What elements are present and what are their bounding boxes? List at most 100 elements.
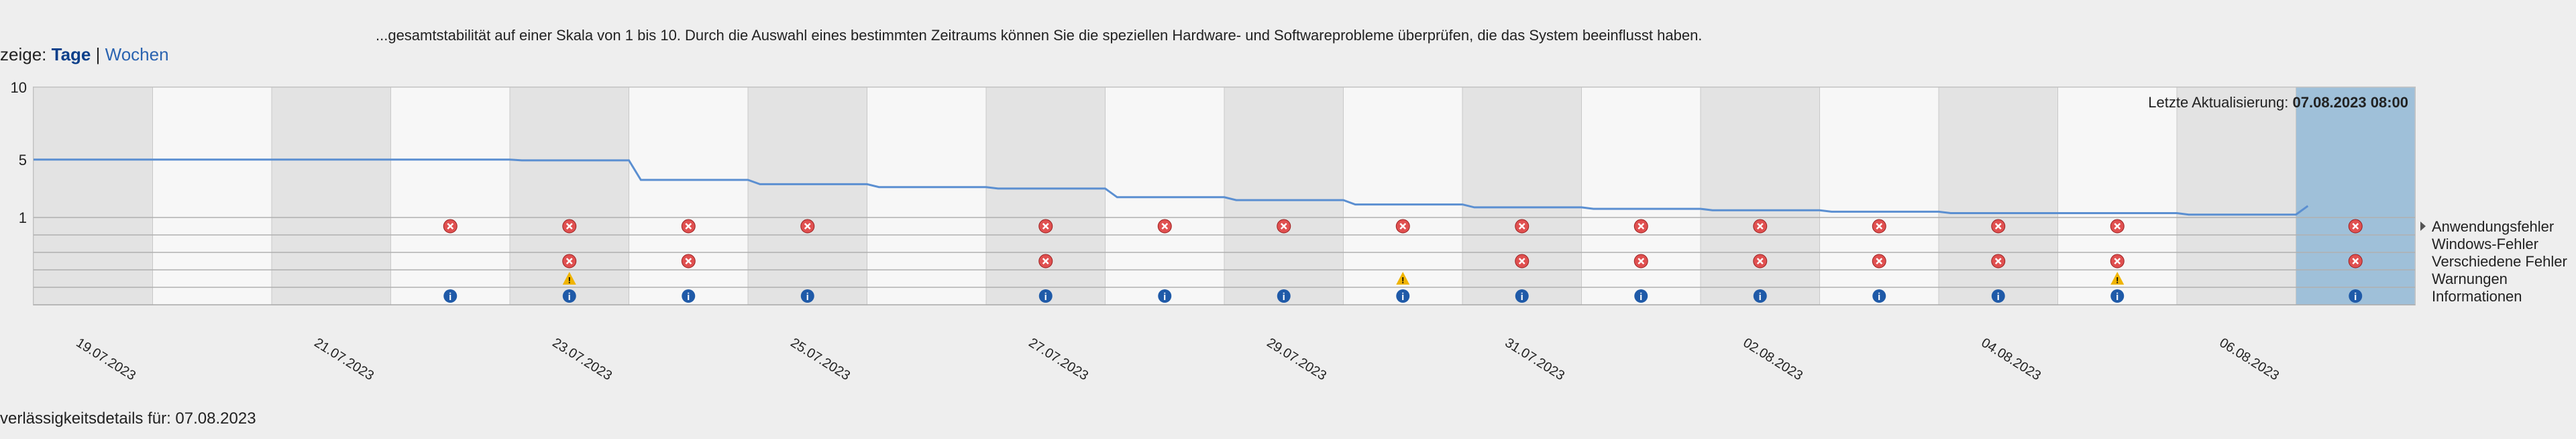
info-circle [1396,289,1410,303]
warning-icon[interactable]: ! [562,272,576,285]
selected-day-column[interactable] [2296,87,2416,305]
error-icon[interactable] [1872,219,1886,234]
day-column[interactable] [1462,87,1582,305]
info-icon[interactable]: i [1872,289,1886,303]
day-column[interactable] [1819,87,1939,305]
info-circle [1158,289,1172,303]
info-icon[interactable]: i [562,289,576,303]
day-column[interactable] [509,87,629,305]
error-icon[interactable] [1038,219,1053,234]
reliability-chart[interactable]: 10 5 1 Letzte Aktualisierung: 07.08.2023 08… [0,72,2576,408]
info-circle [2110,289,2125,303]
info-circle [1991,289,2005,303]
info-mark: i [1401,291,1404,303]
day-column[interactable] [1343,87,1463,305]
error-icon[interactable] [443,219,458,234]
error-cross [1042,223,1049,230]
error-icon[interactable] [1395,219,1410,234]
error-icon[interactable] [1991,254,2006,269]
info-icon[interactable]: i [1515,289,1529,303]
info-icon[interactable]: i [800,289,814,303]
day-column[interactable] [390,87,511,305]
error-icon[interactable] [562,254,577,269]
info-icon[interactable]: i [682,289,696,303]
day-column[interactable] [33,87,153,305]
info-icon[interactable]: i [1038,289,1053,303]
day-column[interactable] [152,87,272,305]
info-icon[interactable]: i [1158,289,1172,303]
info-circle [1038,289,1053,303]
error-icon[interactable] [681,254,696,269]
day-column[interactable] [747,87,867,305]
day-column[interactable] [985,87,1106,305]
error-cross [447,223,454,230]
warning-mark: ! [2116,275,2118,285]
error-icon[interactable] [1991,219,2006,234]
view-days-link[interactable]: Tage [51,44,91,64]
error-icon[interactable] [1515,254,1529,269]
date-tick-label: 21.07.2023 [311,336,376,384]
error-icon[interactable] [1038,254,1053,269]
date-tick-label: 25.07.2023 [788,336,853,384]
error-cross [685,258,692,264]
info-icon[interactable]: i [443,289,458,303]
info-mark: i [1283,291,1285,303]
day-column[interactable] [1581,87,1701,305]
day-column[interactable] [271,87,391,305]
info-mark: i [1878,291,1880,303]
error-cross [1638,258,1645,264]
info-mark: i [568,291,571,303]
error-icon[interactable] [800,219,815,234]
warning-icon[interactable]: ! [2110,272,2125,285]
info-icon[interactable]: i [1277,289,1291,303]
error-icon[interactable] [1872,254,1886,269]
warning-icon[interactable]: ! [1396,272,1410,285]
info-icon[interactable]: i [2349,289,2363,303]
error-icon[interactable] [2348,219,2363,234]
info-mark: i [1640,291,1642,303]
error-cross [1876,258,1883,264]
info-circle [1634,289,1648,303]
info-icon[interactable]: i [1753,289,1767,303]
view-weeks-link[interactable]: Wochen [105,44,169,64]
last-update-text: Letzte Aktualisierung: 07.08.2023 08:00 [2148,94,2408,111]
error-cross [1756,258,1764,264]
date-tick-label: 29.07.2023 [1264,336,1329,384]
day-column[interactable] [1700,87,1820,305]
error-icon[interactable] [2348,254,2363,269]
error-icon[interactable] [1753,254,1768,269]
day-column[interactable] [867,87,987,305]
error-icon[interactable] [1633,219,1648,234]
error-cross [1399,223,1407,230]
info-mark: i [1759,291,1762,303]
info-mark: i [1163,291,1166,303]
error-icon[interactable] [1633,254,1648,269]
error-cross [685,223,692,230]
error-icon[interactable] [1157,219,1172,234]
error-icon[interactable] [1515,219,1529,234]
stability-index-line [34,158,2309,216]
error-cross [2352,258,2359,264]
error-icon[interactable] [1753,219,1768,234]
day-column[interactable] [1938,87,2058,305]
info-mark: i [1044,291,1047,303]
error-icon[interactable] [2110,219,2125,234]
day-column[interactable] [1224,87,1344,305]
day-column[interactable] [2176,87,2296,305]
error-cross [566,258,573,264]
error-icon[interactable] [562,219,577,234]
error-cross [1994,223,2002,230]
info-icon[interactable]: i [1396,289,1410,303]
info-icon[interactable]: i [1634,289,1648,303]
error-icon[interactable] [1277,219,1291,234]
y-tick-label: 1 [19,209,27,226]
day-column[interactable] [2057,87,2178,305]
expand-arrow-icon[interactable] [2420,222,2426,231]
info-circle [2349,289,2363,303]
info-icon[interactable]: i [1991,289,2005,303]
day-column[interactable] [629,87,749,305]
info-icon[interactable]: i [2110,289,2125,303]
error-icon[interactable] [681,219,696,234]
error-icon[interactable] [2110,254,2125,269]
day-column[interactable] [1105,87,1225,305]
